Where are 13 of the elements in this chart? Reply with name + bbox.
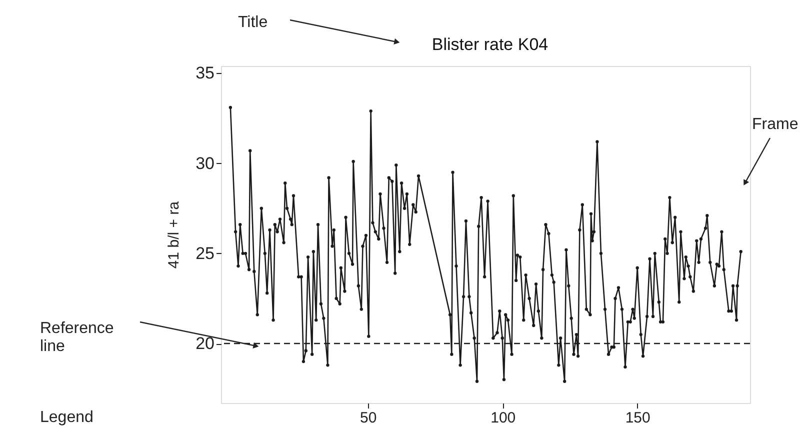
x-tick-label: 100 (490, 410, 516, 426)
y-tick-label: 30 (196, 154, 214, 173)
text: Legend (40, 409, 94, 426)
y-tick-label: 35 (196, 64, 214, 83)
text: Reference line (40, 320, 114, 355)
text: Title (238, 14, 268, 31)
y-tick-label: 25 (196, 244, 214, 263)
chart-title: Blister rate K04 (432, 35, 548, 54)
text: Frame (752, 116, 798, 133)
x-tick-label: 50 (360, 410, 377, 426)
x-tick-label: 150 (625, 410, 650, 426)
y-axis-title: 41 b/l + ra (166, 200, 183, 269)
y-tick-label: 20 (196, 334, 214, 354)
